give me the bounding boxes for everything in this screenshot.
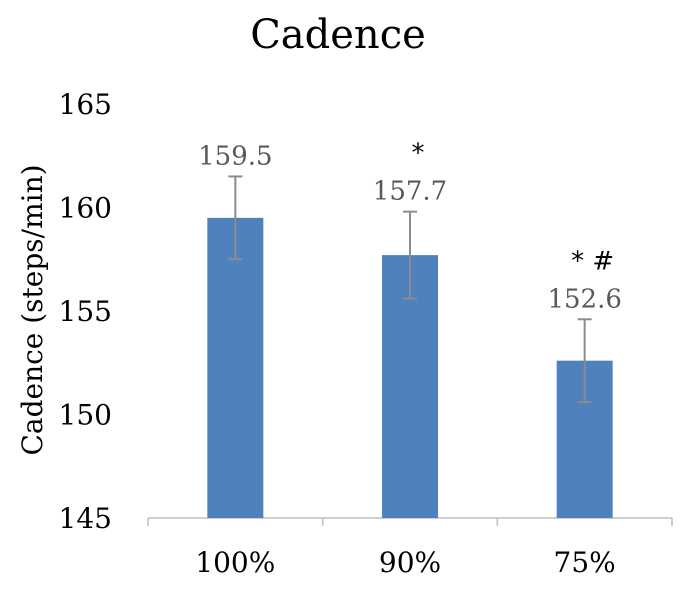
y-tick-label: 145 [59,502,112,535]
bar-100pct [207,217,264,518]
plot-area: 145 150 155 160 165 159.5 100% 157.7 * 90% 152.6 * … [59,88,673,579]
significance-annotation: * [412,139,425,169]
significance-annotation: * # [571,246,614,276]
y-tick-label: 160 [59,192,112,225]
chart-title: Cadence [250,12,426,58]
x-tick-label: 100% [195,546,275,579]
y-tick-label: 150 [59,399,112,432]
x-tick-label: 75% [554,546,616,579]
x-tick-label: 90% [379,546,441,579]
y-tick-label: 155 [59,295,112,328]
data-label: 157.7 [373,177,447,207]
y-tick-label: 165 [59,88,112,121]
data-label: 152.6 [547,284,621,314]
data-label: 159.5 [198,141,272,171]
y-axis-label: Cadence (steps/min) [16,164,49,455]
